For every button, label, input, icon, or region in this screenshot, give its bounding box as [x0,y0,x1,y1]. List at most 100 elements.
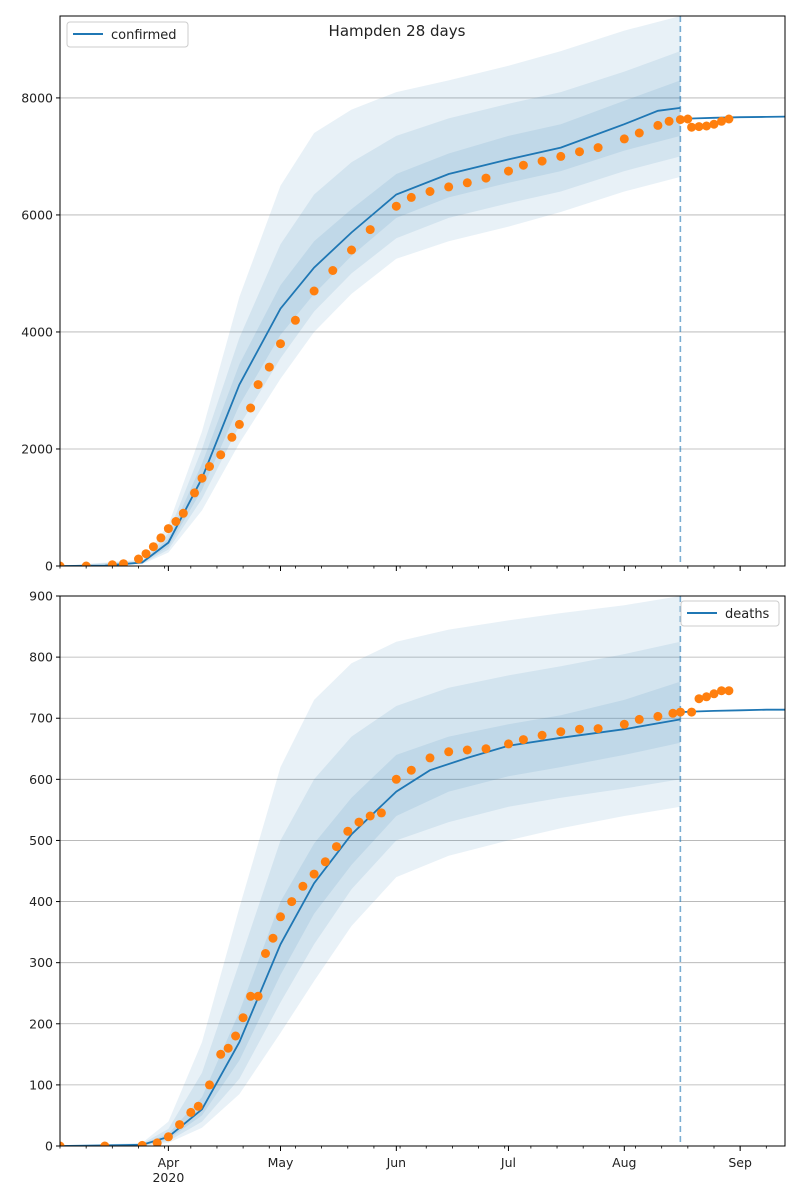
observed-point [687,122,697,132]
observed-point [298,881,308,891]
credible-band [60,641,681,1146]
observed-point [406,765,416,775]
observed-point [290,315,300,325]
observed-point [227,432,237,442]
observed-point [537,156,547,166]
x-tick-label: Jun [386,1155,407,1170]
observed-point [653,120,663,130]
observed-point [724,686,734,696]
observed-point [619,134,629,144]
plot-area [60,16,785,566]
legend-deaths-label: deaths [725,607,770,622]
observed-point [593,724,603,734]
x-tick-label: Jul [500,1155,516,1170]
observed-point [683,114,693,124]
observed-point [231,1031,241,1041]
observed-point [193,1101,203,1111]
observed-point [261,949,270,958]
observed-point [163,524,173,534]
observed-point [197,473,207,483]
x-tick-label: Aug [612,1155,636,1170]
observed-point [134,554,143,564]
observed-point [276,339,285,349]
legend-confirmed-box [66,21,189,48]
observed-point [309,286,319,296]
observed-point [246,403,256,413]
observed-point [724,114,734,124]
observed-point [238,1013,248,1023]
observed-point [253,991,263,1001]
model-line [60,107,681,566]
observed-point [668,708,678,718]
observed-point [60,1141,65,1146]
observed-point [391,774,401,784]
observed-point [675,707,685,717]
observed-point [391,201,401,211]
y-tick-label: 200 [29,1016,53,1031]
observed-point [717,116,726,126]
y-tick-label: 8000 [21,90,53,105]
observed-point [537,730,547,740]
observed-point [709,689,719,699]
observed-point [148,542,158,552]
observed-point [634,128,644,138]
observed-point [702,121,711,131]
axes-frame [59,15,786,567]
y-tick-label: 4000 [21,324,53,339]
observed-point [100,1141,110,1146]
x-year-label: 2020 [152,1170,184,1185]
observed-point [354,817,364,827]
y-tick-label: 100 [29,1077,53,1092]
observed-point [119,559,128,566]
observed-point [246,991,256,1001]
observed-point [205,462,214,471]
observed-point [518,160,528,170]
observed-point [575,147,584,157]
observed-point [462,178,472,188]
observed-point [343,826,353,836]
x-tick-label: Sep [728,1155,752,1170]
observed-point [481,744,491,754]
observed-point [234,419,244,429]
observed-point [406,192,416,202]
observed-point [687,707,697,717]
observed-point [287,897,297,907]
observed-point [444,182,454,192]
observed-point [253,380,263,390]
observed-point [223,1043,233,1053]
y-tick-label: 2000 [21,441,53,456]
observed-point [481,173,491,183]
observed-point [186,1107,196,1117]
observed-point [309,869,319,879]
observed-point [444,747,454,757]
credible-band [60,51,681,566]
legend-deaths-box [680,600,780,627]
observed-point [171,517,181,526]
observed-point [328,266,338,275]
observed-point [675,115,685,125]
observed-point [365,811,375,821]
plot-area [60,596,785,1146]
y-tick-label: 600 [29,772,53,787]
y-tick-label: 300 [29,955,53,970]
observed-point [634,714,644,724]
y-tick-label: 400 [29,894,53,909]
observed-point [347,245,356,255]
observed-point [264,362,274,372]
legend-confirmed: confirmed [66,21,189,48]
observed-point [60,561,65,566]
observed-point [504,739,513,749]
observed-point [593,143,603,153]
legend-deaths: deaths [680,600,780,627]
observed-point [709,119,719,129]
x-tick-label: Apr [158,1155,180,1170]
observed-point [268,933,278,943]
observed-point [653,711,663,721]
observed-point [137,1140,147,1146]
credible-band [60,681,681,1146]
observed-point [504,166,513,176]
observed-point [320,857,330,867]
observed-point [425,187,435,196]
observed-point [156,533,166,543]
observed-point [365,225,375,235]
